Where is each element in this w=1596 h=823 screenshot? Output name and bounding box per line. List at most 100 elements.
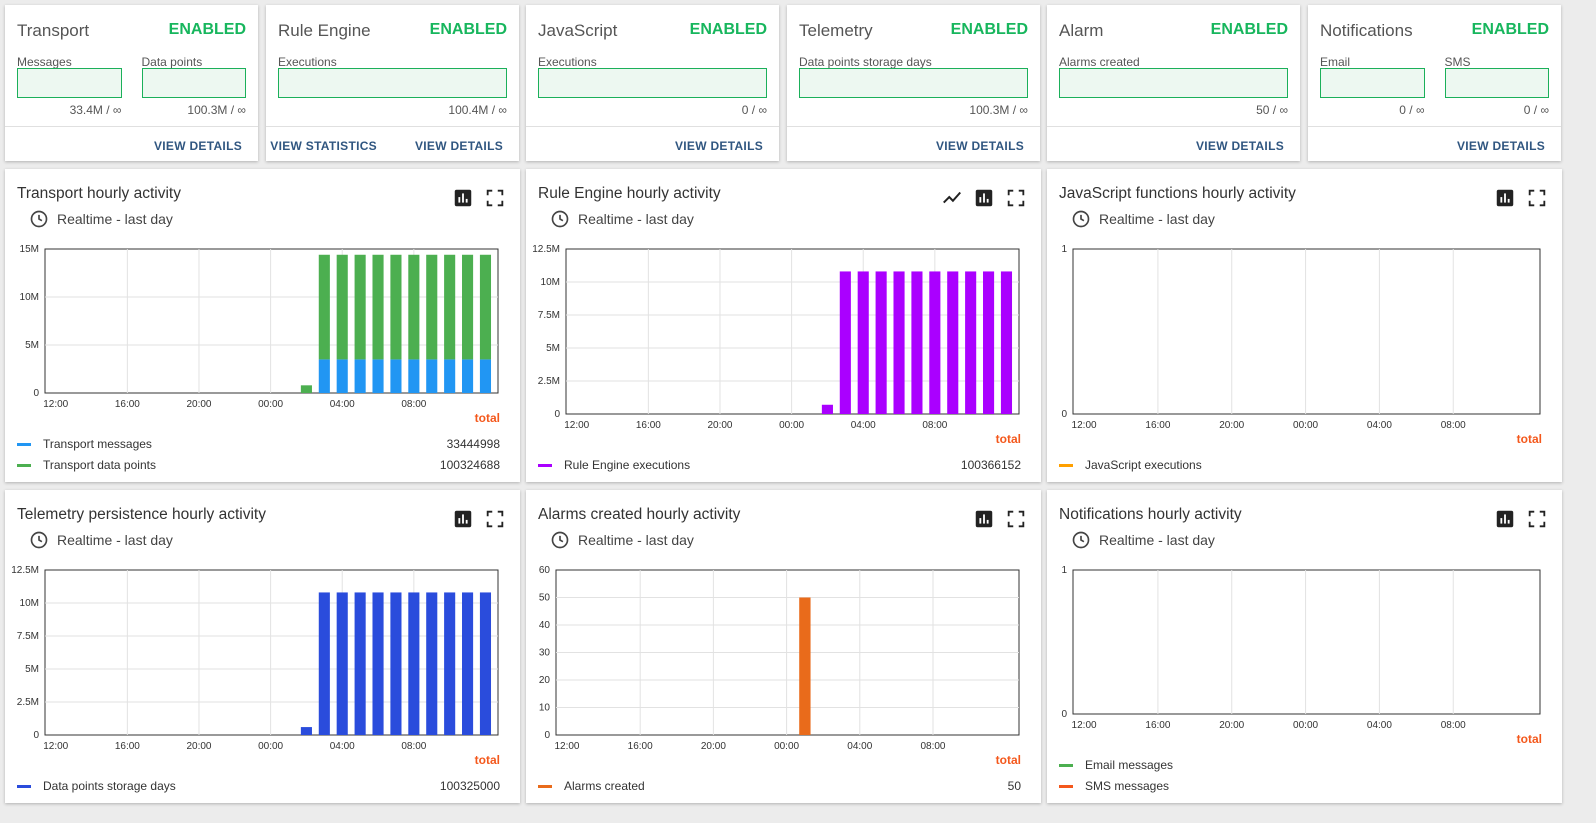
y-tick-label: 12.5M [11, 565, 39, 576]
bar [390, 254, 402, 360]
chart-card-1: Rule Engine hourly activity Realtime - la… [526, 169, 1041, 482]
y-tick-label: 50 [539, 593, 551, 604]
bar [354, 592, 366, 735]
legend-swatch [1059, 784, 1073, 788]
stat-status-badge: ENABLED [689, 21, 767, 38]
time-window-label: Realtime - last day [1099, 211, 1215, 227]
x-tick-label: 16:00 [628, 741, 653, 752]
view-details-button[interactable]: VIEW DETAILS [153, 139, 242, 153]
clock-icon [550, 530, 570, 550]
usage-value: 0 / ∞ [1523, 103, 1549, 117]
fullscreen-icon[interactable] [1526, 508, 1548, 530]
time-window-selector[interactable]: Realtime - last day [550, 209, 694, 229]
y-tick-label: 5M [546, 343, 560, 354]
x-tick-label: 00:00 [1293, 720, 1318, 731]
x-tick-label: 20:00 [186, 741, 211, 752]
x-tick-label: 00:00 [779, 420, 804, 431]
x-tick-label: 00:00 [774, 741, 799, 752]
fullscreen-icon[interactable] [1526, 187, 1548, 209]
legend-total: 100366152 [960, 458, 1021, 472]
clock-icon [29, 209, 49, 229]
time-window-selector[interactable]: Realtime - last day [29, 209, 173, 229]
divider [266, 126, 519, 127]
fullscreen-icon[interactable] [484, 187, 506, 209]
legend-item[interactable]: SMS messages [1059, 779, 1169, 793]
view-details-button[interactable]: VIEW DETAILS [674, 139, 763, 153]
bar-chart-icon[interactable] [973, 508, 995, 530]
fullscreen-icon[interactable] [1005, 187, 1027, 209]
legend-swatch [17, 442, 31, 446]
x-tick-label: 12:00 [43, 741, 68, 752]
bar-chart-icon[interactable] [973, 187, 995, 209]
total-column-header: total [995, 432, 1021, 446]
legend-item[interactable]: Alarms created [538, 779, 645, 793]
bar [318, 359, 330, 393]
y-tick-label: 0 [554, 409, 560, 420]
legend-item[interactable]: JavaScript executions [1059, 458, 1202, 472]
bar [965, 271, 977, 414]
x-tick-label: 16:00 [1145, 720, 1170, 731]
plot-area [44, 569, 499, 736]
x-tick-label: 12:00 [1072, 720, 1097, 731]
time-window-selector[interactable]: Realtime - last day [29, 530, 173, 550]
x-tick-label: 08:00 [1441, 420, 1466, 431]
bar [444, 592, 456, 735]
bar-chart-icon[interactable] [452, 187, 474, 209]
bar [426, 359, 438, 393]
bar [372, 359, 384, 393]
legend-item[interactable]: Transport data points [17, 458, 156, 472]
bar [318, 592, 330, 735]
x-tick-label: 16:00 [636, 420, 661, 431]
bar [408, 592, 420, 735]
x-tick-label: 12:00 [554, 741, 579, 752]
y-tick-label: 0 [1061, 709, 1067, 720]
x-tick-label: 20:00 [701, 741, 726, 752]
chart-plot: 0 1 12:00 16:00 20:00 00:00 04:00 08:00 [1061, 565, 1541, 731]
time-window-label: Realtime - last day [578, 532, 694, 548]
legend-swatch [17, 463, 31, 467]
chart-plot: 0 10 20 30 40 50 60 12:00 16:00 20:00 00:00 04:00 08… [539, 565, 1020, 752]
x-tick-label: 12:00 [1072, 420, 1097, 431]
bar-chart-icon[interactable] [1494, 508, 1516, 530]
usage-progress-bar [17, 68, 122, 98]
stat-status-badge: ENABLED [168, 21, 246, 38]
bar [462, 254, 474, 360]
divider [787, 126, 1040, 127]
legend-item[interactable]: Data points storage days [17, 779, 176, 793]
bar [479, 254, 492, 360]
chart-title: Notifications hourly activity [1059, 506, 1242, 523]
x-tick-label: 04:00 [330, 399, 355, 410]
bar-chart-icon[interactable] [1494, 187, 1516, 209]
stat-card-title: Telemetry [799, 21, 873, 40]
view-details-button[interactable]: VIEW DETAILS [1456, 139, 1545, 153]
bar-chart-icon[interactable] [452, 508, 474, 530]
fullscreen-icon[interactable] [1005, 508, 1027, 530]
time-window-selector[interactable]: Realtime - last day [550, 530, 694, 550]
bar [444, 359, 456, 393]
y-tick-label: 7.5M [17, 631, 39, 642]
legend-label: Rule Engine executions [564, 458, 691, 472]
time-window-selector[interactable]: Realtime - last day [1071, 209, 1215, 229]
legend-item[interactable]: Transport messages [17, 437, 152, 451]
view-details-button[interactable]: VIEW DETAILS [935, 139, 1024, 153]
stat-field-label: SMS [1444, 55, 1471, 69]
view-statistics-button[interactable]: VIEW STATISTICS [270, 139, 377, 153]
stat-field-label: Data points [141, 55, 203, 69]
y-tick-label: 2.5M [538, 376, 560, 387]
time-window-label: Realtime - last day [578, 211, 694, 227]
y-tick-label: 12.5M [532, 244, 560, 255]
line-chart-icon[interactable] [941, 187, 963, 209]
time-window-selector[interactable]: Realtime - last day [1071, 530, 1215, 550]
plot-area [565, 248, 1020, 415]
stat-card-rule-engine: Rule Engine ENABLED Executions 100.4M / ∞ VI… [266, 5, 519, 161]
chart-plot: 0 5M 10M 15M 12:00 16:00 20:00 00:00 04:00 08:00 [20, 244, 499, 410]
divider [1047, 126, 1300, 127]
fullscreen-icon[interactable] [484, 508, 506, 530]
stat-field-label: Executions [278, 55, 337, 69]
view-details-button[interactable]: VIEW DETAILS [414, 139, 503, 153]
legend-item[interactable]: Rule Engine executions [538, 458, 690, 472]
x-tick-label: 12:00 [43, 399, 68, 410]
bar [893, 271, 905, 414]
view-details-button[interactable]: VIEW DETAILS [1195, 139, 1284, 153]
legend-item[interactable]: Email messages [1059, 758, 1173, 772]
